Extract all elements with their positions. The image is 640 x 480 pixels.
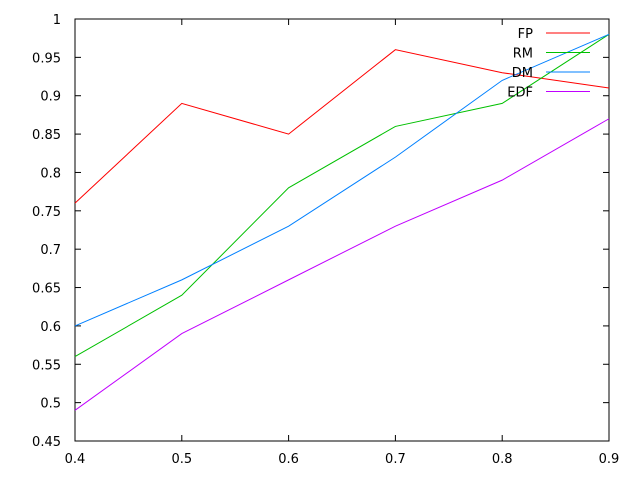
y-tick-label: 0.8 (40, 166, 61, 181)
series-line-dm (74, 33, 610, 327)
x-tick-label: 0.4 (65, 452, 86, 467)
y-tick-label: 1 (53, 13, 61, 28)
x-tick-label: 0.6 (278, 452, 299, 467)
x-tick-label: 0.7 (385, 452, 406, 467)
y-tick-label: 0.75 (32, 205, 61, 220)
y-tick-label: 0.5 (40, 397, 61, 412)
series-line-rm (74, 33, 610, 358)
y-tick-label: 0.7 (40, 243, 61, 258)
x-tick-label: 0.9 (599, 452, 620, 467)
legend: FP RM DM EDF (507, 27, 590, 101)
legend-label-dm: DM (512, 66, 533, 81)
series-line-fp (74, 49, 610, 204)
y-tick-label: 0.55 (32, 358, 61, 373)
x-tick-label: 0.5 (171, 452, 192, 467)
y-tick-label: 0.9 (40, 90, 61, 105)
x-axis: 0.4 0.5 0.6 0.7 0.8 0.9 (65, 19, 620, 467)
y-tick-label: 0.6 (40, 320, 61, 335)
y-tick-label: 0.85 (32, 128, 61, 143)
y-tick-label: 0.95 (32, 51, 61, 66)
y-tick-label: 0.45 (32, 435, 61, 450)
plot-frame (74, 18, 610, 442)
legend-label-fp: FP (518, 27, 533, 42)
series-line-edf (74, 118, 610, 411)
series-group (74, 33, 610, 411)
legend-label-edf: EDF (507, 86, 533, 101)
y-tick-label: 0.65 (32, 282, 61, 297)
y-axis: 0.45 0.5 0.55 0.6 0.65 0.7 0.75 0.8 0.85 0.9 0.95 1 (32, 13, 609, 450)
legend-label-rm: RM (513, 47, 533, 62)
x-tick-label: 0.8 (492, 452, 513, 467)
